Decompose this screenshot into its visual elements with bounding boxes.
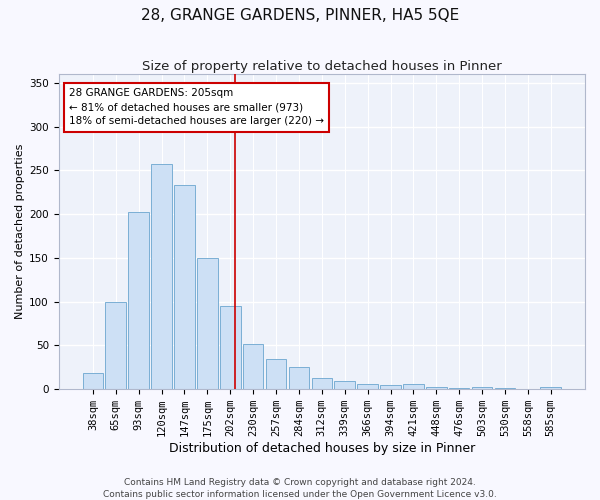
Bar xyxy=(311,378,332,389)
Bar xyxy=(83,374,103,389)
Bar xyxy=(197,258,218,389)
Bar xyxy=(266,358,286,389)
Bar xyxy=(449,388,469,389)
Bar xyxy=(380,385,401,389)
Bar xyxy=(128,212,149,389)
Bar xyxy=(334,382,355,389)
Title: Size of property relative to detached houses in Pinner: Size of property relative to detached ho… xyxy=(142,60,502,73)
Text: 28 GRANGE GARDENS: 205sqm
← 81% of detached houses are smaller (973)
18% of semi: 28 GRANGE GARDENS: 205sqm ← 81% of detac… xyxy=(69,88,324,126)
Y-axis label: Number of detached properties: Number of detached properties xyxy=(15,144,25,320)
Bar xyxy=(541,388,561,389)
Bar xyxy=(472,386,493,389)
Bar xyxy=(403,384,424,389)
Bar xyxy=(494,388,515,389)
Text: Contains HM Land Registry data © Crown copyright and database right 2024.
Contai: Contains HM Land Registry data © Crown c… xyxy=(103,478,497,499)
Bar xyxy=(106,302,126,389)
Bar xyxy=(151,164,172,389)
Bar xyxy=(358,384,378,389)
Bar xyxy=(426,388,446,389)
Bar xyxy=(174,186,195,389)
Bar xyxy=(289,368,309,389)
X-axis label: Distribution of detached houses by size in Pinner: Distribution of detached houses by size … xyxy=(169,442,475,455)
Bar xyxy=(243,344,263,389)
Text: 28, GRANGE GARDENS, PINNER, HA5 5QE: 28, GRANGE GARDENS, PINNER, HA5 5QE xyxy=(141,8,459,22)
Bar xyxy=(220,306,241,389)
